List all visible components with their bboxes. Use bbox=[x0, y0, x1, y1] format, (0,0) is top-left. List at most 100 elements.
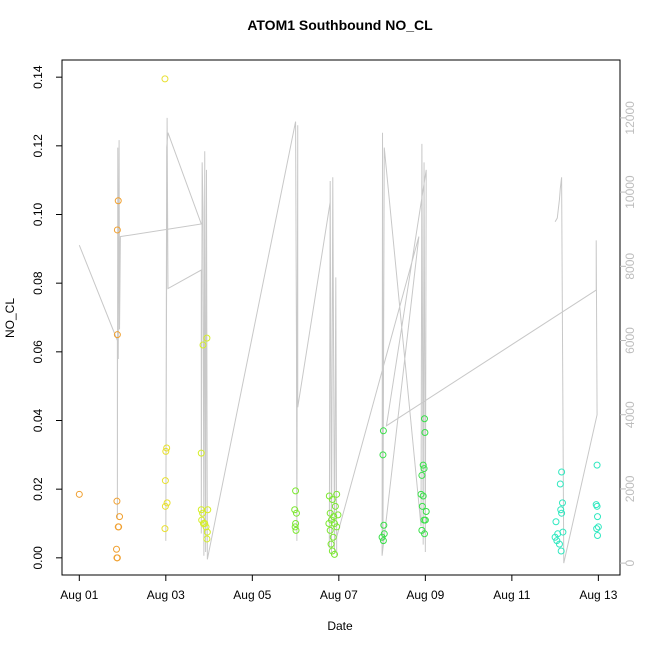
y-tick-label: 0.10 bbox=[31, 202, 45, 226]
data-point bbox=[163, 444, 171, 452]
x-tick-label: Aug 05 bbox=[233, 588, 271, 602]
x-tick-label: Aug 13 bbox=[579, 588, 617, 602]
data-point bbox=[593, 502, 601, 510]
plot-frame bbox=[61, 59, 621, 576]
data-point bbox=[558, 468, 566, 476]
data-point bbox=[113, 497, 121, 505]
data-point bbox=[420, 530, 428, 538]
data-point bbox=[203, 334, 211, 342]
x-tick-label: Aug 03 bbox=[147, 588, 185, 602]
data-point bbox=[593, 461, 601, 469]
data-point bbox=[330, 513, 338, 521]
y2-tick-label: 4000 bbox=[623, 401, 637, 428]
x-axis-label: Date bbox=[327, 619, 353, 633]
y2-tick-label: 6000 bbox=[623, 327, 637, 354]
data-point bbox=[333, 490, 341, 498]
data-point bbox=[115, 523, 123, 531]
data-point bbox=[378, 533, 386, 541]
data-point bbox=[113, 226, 121, 234]
x-tick-label: Aug 11 bbox=[493, 588, 530, 602]
data-point bbox=[328, 547, 336, 555]
data-point bbox=[292, 526, 300, 534]
chart-title: ATOM1 Southbound NO_CL bbox=[247, 17, 433, 33]
data-point bbox=[292, 487, 300, 495]
data-point bbox=[379, 451, 387, 459]
data-point bbox=[334, 511, 342, 519]
y2-tick-label: 0 bbox=[623, 559, 637, 566]
data-point bbox=[331, 520, 339, 527]
data-point bbox=[203, 528, 211, 536]
y-tick-label: 0.06 bbox=[31, 340, 45, 364]
data-point bbox=[379, 427, 387, 435]
y2-tick-label: 8000 bbox=[623, 253, 637, 280]
x-tick-label: Aug 07 bbox=[320, 588, 358, 602]
data-point bbox=[594, 523, 602, 531]
data-point bbox=[333, 523, 341, 531]
y2-tick-label: 10000 bbox=[623, 175, 637, 209]
data-point bbox=[551, 533, 559, 541]
y-tick-label: 0.02 bbox=[31, 477, 45, 501]
data-point bbox=[594, 513, 602, 521]
data-point bbox=[555, 540, 563, 548]
data-point bbox=[197, 449, 205, 457]
data-point bbox=[75, 490, 83, 498]
data-point bbox=[113, 545, 121, 553]
data-point bbox=[326, 526, 334, 534]
data-point bbox=[418, 471, 426, 479]
data-point bbox=[201, 520, 209, 527]
data-point bbox=[327, 540, 335, 548]
data-point bbox=[329, 533, 337, 541]
data-point bbox=[422, 507, 430, 515]
series-line bbox=[78, 117, 598, 564]
data-point bbox=[380, 530, 388, 538]
y-tick-label: 0.08 bbox=[31, 271, 45, 295]
data-point bbox=[292, 520, 300, 527]
data-point bbox=[380, 521, 388, 529]
data-point bbox=[291, 523, 299, 531]
data-point bbox=[557, 506, 565, 514]
data-point bbox=[419, 492, 427, 500]
y-axis-label: NO_CL bbox=[3, 298, 17, 338]
data-point bbox=[113, 331, 121, 339]
data-point bbox=[594, 532, 602, 540]
data-point bbox=[328, 495, 336, 503]
data-point bbox=[203, 535, 211, 543]
data-point bbox=[291, 506, 299, 514]
data-point bbox=[418, 502, 426, 510]
data-point bbox=[417, 490, 425, 498]
data-point bbox=[113, 554, 121, 562]
data-point bbox=[162, 447, 170, 455]
data-point bbox=[593, 525, 601, 533]
data-point bbox=[161, 525, 169, 533]
data-point bbox=[558, 509, 566, 517]
y2-tick-label: 12000 bbox=[623, 101, 637, 135]
data-point bbox=[199, 509, 207, 517]
data-point bbox=[161, 477, 169, 485]
data-point bbox=[379, 537, 387, 545]
data-point bbox=[420, 465, 428, 473]
y-tick-label: 0.12 bbox=[31, 134, 45, 158]
data-point bbox=[331, 502, 339, 510]
x-tick-label: Aug 01 bbox=[60, 588, 98, 602]
data-point bbox=[331, 550, 339, 558]
data-point bbox=[292, 509, 300, 517]
y-tick-label: 0.00 bbox=[31, 546, 45, 570]
data-point bbox=[556, 480, 564, 488]
data-point bbox=[116, 513, 124, 521]
y-tick-label: 0.04 bbox=[31, 408, 45, 432]
data-point bbox=[202, 523, 210, 531]
data-point bbox=[420, 415, 428, 423]
data-point bbox=[161, 502, 169, 510]
y2-tick-label: 2000 bbox=[623, 475, 637, 502]
x-tick-label: Aug 09 bbox=[406, 588, 444, 602]
data-point bbox=[421, 429, 429, 437]
data-point bbox=[161, 75, 169, 83]
data-point bbox=[114, 197, 122, 205]
data-point bbox=[419, 461, 427, 469]
data-point bbox=[557, 547, 565, 555]
data-point bbox=[558, 499, 566, 507]
data-point bbox=[326, 509, 334, 517]
y-tick-label: 0.14 bbox=[31, 65, 45, 89]
data-point bbox=[204, 506, 212, 514]
